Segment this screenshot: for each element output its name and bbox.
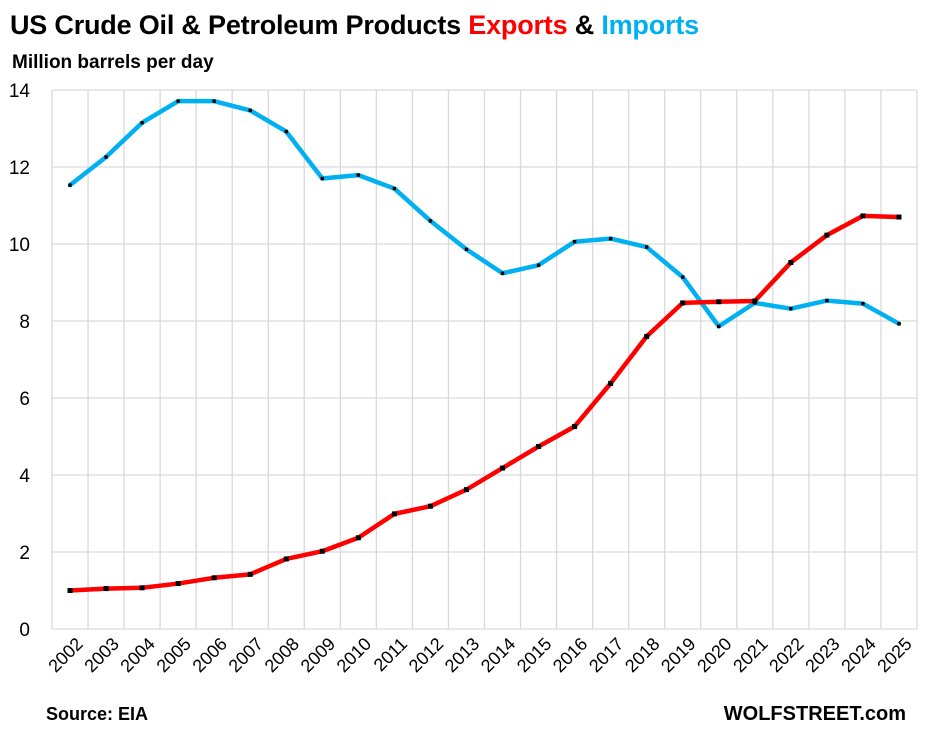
x-tick-label: 2018 <box>621 634 663 676</box>
exports-point <box>139 585 145 591</box>
exports-point <box>752 298 758 304</box>
exports-point <box>391 511 397 517</box>
exports-point <box>355 535 361 541</box>
y-tick-label: 14 <box>9 81 31 102</box>
exports-point <box>211 575 217 581</box>
x-tick-label: 2005 <box>153 634 195 676</box>
imports-point <box>608 236 613 241</box>
x-tick-label: 2012 <box>405 634 447 676</box>
imports-point <box>789 306 793 311</box>
x-axis-ticks: 2002200320042005200620072008200920102011… <box>44 634 915 676</box>
x-tick-label: 2025 <box>873 634 915 676</box>
x-tick-label: 2004 <box>116 634 158 676</box>
x-tick-label: 2002 <box>44 634 86 676</box>
y-tick-label: 2 <box>19 543 30 564</box>
y-axis-ticks: 0 2 4 6 8 10 12 14 <box>9 81 31 641</box>
y-tick-label: 12 <box>9 158 30 179</box>
x-tick-label: 2007 <box>225 634 267 676</box>
x-tick-label: 2003 <box>80 634 122 676</box>
exports-point <box>716 299 722 305</box>
imports-point <box>536 263 541 267</box>
x-tick-label: 2009 <box>297 634 339 676</box>
exports-point <box>67 588 73 593</box>
title-and: & <box>567 10 602 40</box>
imports-point <box>284 129 288 134</box>
exports-point <box>103 586 109 592</box>
exports-point <box>788 259 794 265</box>
exports-point <box>572 423 578 429</box>
y-tick-label: 6 <box>19 389 30 410</box>
x-tick-label: 2023 <box>801 634 843 676</box>
series-lines <box>67 98 902 593</box>
x-tick-label: 2013 <box>441 634 483 676</box>
exports-point <box>896 214 902 220</box>
imports-point <box>104 155 108 159</box>
y-tick-label: 0 <box>19 620 30 641</box>
x-tick-label: 2014 <box>477 634 519 676</box>
x-tick-label: 2019 <box>657 634 699 676</box>
title-main: US Crude Oil & Petroleum Products <box>10 10 469 40</box>
y-tick-label: 4 <box>19 466 30 487</box>
x-tick-label: 2008 <box>261 634 303 676</box>
x-tick-label: 2017 <box>585 634 627 676</box>
exports-point <box>608 380 614 386</box>
source-label: Source: EIA <box>46 704 149 724</box>
y-tick-label: 8 <box>19 312 30 333</box>
exports-point <box>860 213 866 219</box>
exports-point <box>644 333 650 339</box>
imports-point <box>897 321 901 326</box>
exports-point <box>427 503 433 509</box>
brand-label: WOLFSTREET.com <box>723 703 906 725</box>
imports-point <box>500 271 505 275</box>
imports-point <box>428 219 433 223</box>
imports-point <box>717 324 721 329</box>
x-tick-label: 2016 <box>549 634 591 676</box>
title-imports: Imports <box>601 10 699 40</box>
x-tick-label: 2006 <box>189 634 231 676</box>
chart-title: US Crude Oil & Petroleum Products Export… <box>10 10 699 41</box>
exports-point <box>247 571 253 577</box>
exports-point <box>283 556 289 562</box>
title-exports: Exports <box>468 10 568 40</box>
exports-line <box>67 213 902 593</box>
x-tick-label: 2021 <box>729 634 771 676</box>
x-tick-label: 2015 <box>513 634 555 676</box>
x-tick-label: 2020 <box>693 634 735 676</box>
imports-point <box>644 245 649 249</box>
grid-lines <box>51 89 918 630</box>
imports-point <box>140 121 144 125</box>
y-tick-label: 10 <box>9 235 30 256</box>
exports-point <box>463 487 469 493</box>
imports-point <box>356 173 361 177</box>
imports-point <box>681 275 685 279</box>
exports-point <box>500 465 506 471</box>
imports-point <box>825 298 829 303</box>
x-tick-label: 2024 <box>837 634 879 676</box>
imports-point <box>248 108 252 113</box>
imports-point <box>572 239 577 244</box>
imports-point <box>320 176 325 181</box>
imports-point <box>68 183 72 187</box>
imports-point <box>176 99 180 103</box>
exports-point <box>680 300 686 306</box>
imports-point <box>861 301 865 306</box>
imports-point <box>392 186 397 191</box>
exports-point <box>319 548 325 554</box>
exports-point <box>824 232 830 238</box>
exports-point <box>536 444 542 450</box>
x-tick-label: 2022 <box>765 634 807 676</box>
exports-point <box>175 581 181 587</box>
imports-line <box>67 98 902 329</box>
imports-point <box>464 247 469 252</box>
x-tick-label: 2010 <box>333 634 375 676</box>
x-tick-label: 2011 <box>370 634 412 676</box>
chart-subtitle: Million barrels per day <box>12 52 214 73</box>
imports-point <box>212 99 216 103</box>
